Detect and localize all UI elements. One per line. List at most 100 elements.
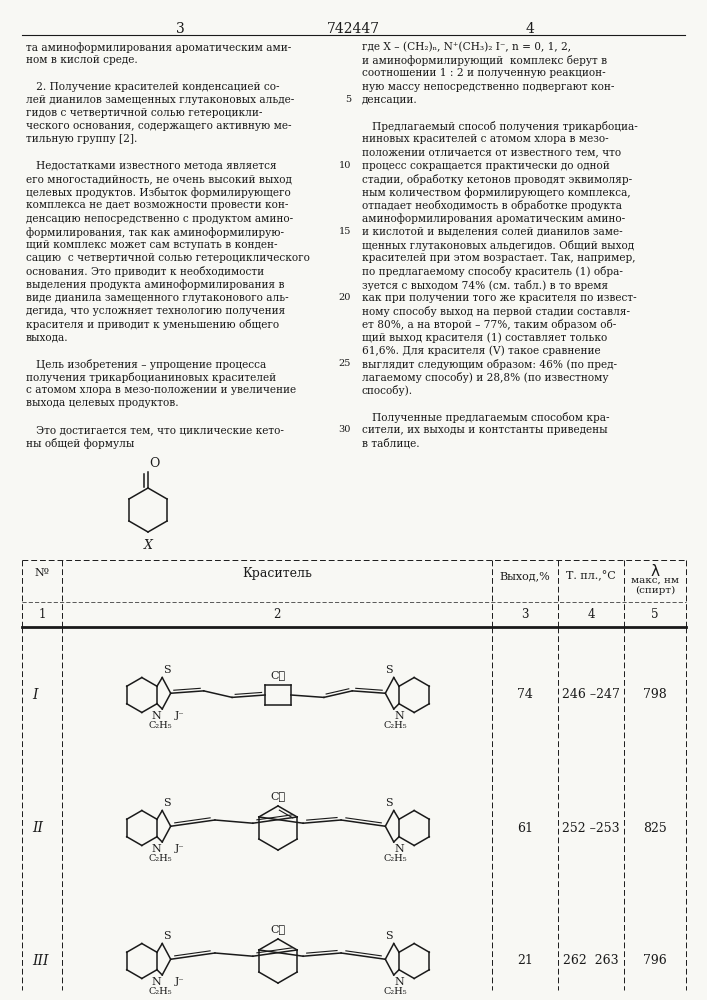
Text: денсацию непосредственно с продуктом амино-: денсацию непосредственно с продуктом ами… (26, 214, 293, 224)
Text: где X – (CH₂)ₙ, N⁺(CH₃)₂ I⁻, n = 0, 1, 2,: где X – (CH₂)ₙ, N⁺(CH₃)₂ I⁻, n = 0, 1, 2… (362, 42, 571, 52)
Text: выглядит следующим образом: 46% (по пред-: выглядит следующим образом: 46% (по пред… (362, 359, 617, 370)
Text: Cℓ: Cℓ (271, 670, 286, 680)
Text: комплекса не дает возможности провести кон-: комплекса не дает возможности провести к… (26, 200, 288, 210)
Text: C₂H₅: C₂H₅ (148, 854, 172, 863)
Text: положении отличается от известного тем, что: положении отличается от известного тем, … (362, 148, 621, 158)
Text: I: I (32, 688, 37, 702)
Text: Полученные предлагаемым способом кра-: Полученные предлагаемым способом кра- (362, 412, 609, 423)
Text: 21: 21 (517, 954, 533, 968)
Text: 246 –247: 246 –247 (562, 688, 620, 702)
Text: Nº: Nº (35, 568, 49, 578)
Text: N: N (151, 977, 161, 987)
Text: S: S (163, 798, 171, 808)
Text: 30: 30 (339, 425, 351, 434)
Text: процесс сокращается практически до одной: процесс сокращается практически до одной (362, 161, 609, 171)
Text: денсации.: денсации. (362, 95, 418, 105)
Text: ном в кислой среде.: ном в кислой среде. (26, 55, 138, 65)
Text: и кислотой и выделения солей дианилов заме-: и кислотой и выделения солей дианилов за… (362, 227, 623, 237)
Text: получения трикарбоцианиновых красителей: получения трикарбоцианиновых красителей (26, 372, 276, 383)
Text: 61: 61 (517, 822, 533, 834)
Text: J⁻: J⁻ (175, 977, 185, 986)
Text: λ: λ (650, 564, 660, 578)
Text: выделения продукта аминоформилирования в: выделения продукта аминоформилирования в (26, 280, 284, 290)
Text: Недостатками известного метода является: Недостатками известного метода является (26, 161, 276, 171)
Text: Предлагаемый способ получения трикарбоциа-: Предлагаемый способ получения трикарбоци… (362, 121, 638, 132)
Text: C₂H₅: C₂H₅ (384, 987, 408, 996)
Text: C₂H₅: C₂H₅ (148, 987, 172, 996)
Text: 74: 74 (517, 688, 533, 702)
Text: 2: 2 (274, 608, 281, 621)
Text: 252 –253: 252 –253 (562, 822, 620, 834)
Text: ны общей формулы: ны общей формулы (26, 438, 134, 449)
Text: Цель изобретения – упрощение процесса: Цель изобретения – упрощение процесса (26, 359, 267, 370)
Text: S: S (163, 931, 171, 941)
Text: основания. Это приводит к необходимости: основания. Это приводит к необходимости (26, 266, 264, 277)
Text: S: S (385, 798, 393, 808)
Text: способу).: способу). (362, 385, 413, 396)
Text: S: S (385, 665, 393, 675)
Text: 825: 825 (643, 822, 667, 834)
Text: сацию  с четвертичной солью гетероциклического: сацию с четвертичной солью гетероцикличе… (26, 253, 310, 263)
Text: C₂H₅: C₂H₅ (384, 721, 408, 730)
Text: Т. пл.,°С: Т. пл.,°С (566, 571, 616, 581)
Text: отпадает необходимость в обработке продукта: отпадает необходимость в обработке проду… (362, 200, 622, 211)
Text: N: N (395, 977, 404, 987)
Text: ческого основания, содержащего активную ме-: ческого основания, содержащего активную … (26, 121, 291, 131)
Text: лагаемому способу) и 28,8% (по известному: лагаемому способу) и 28,8% (по известном… (362, 372, 609, 383)
Text: N: N (395, 711, 404, 721)
Text: ную массу непосредственно подвергают кон-: ную массу непосредственно подвергают кон… (362, 82, 614, 92)
Text: N: N (151, 711, 161, 721)
Text: 5: 5 (345, 95, 351, 104)
Text: 3: 3 (521, 608, 529, 621)
Text: дегида, что усложняет технологию получения: дегида, что усложняет технологию получен… (26, 306, 285, 316)
Text: (спирт): (спирт) (635, 585, 675, 595)
Text: 10: 10 (339, 161, 351, 170)
Text: формилирования, так как аминоформилирую-: формилирования, так как аминоформилирую- (26, 227, 284, 238)
Text: J⁻: J⁻ (175, 711, 185, 720)
Text: стадии, обработку кетонов проводят эквимоляр-: стадии, обработку кетонов проводят эквим… (362, 174, 632, 185)
Text: соотношении 1 : 2 и полученную реакцион-: соотношении 1 : 2 и полученную реакцион- (362, 68, 606, 78)
Text: виде дианила замещенного глутаконового аль-: виде дианила замещенного глутаконового а… (26, 293, 288, 303)
Text: ному способу выход на первой стадии составля-: ному способу выход на первой стадии сост… (362, 306, 630, 317)
Text: щий комплекс может сам вступать в конден-: щий комплекс может сам вступать в конден… (26, 240, 278, 250)
Text: Краситель: Краситель (242, 566, 312, 580)
Text: N: N (151, 844, 161, 854)
Text: 798: 798 (643, 688, 667, 702)
Text: 2. Получение красителей конденсацией со-: 2. Получение красителей конденсацией со- (26, 82, 279, 92)
Text: 262  263: 262 263 (563, 954, 619, 968)
Text: по предлагаемому способу краситель (1) обра-: по предлагаемому способу краситель (1) о… (362, 266, 623, 277)
Text: макс, нм: макс, нм (631, 576, 679, 584)
Text: выхода целевых продуктов.: выхода целевых продуктов. (26, 398, 179, 408)
Text: ниновых красителей с атомом хлора в мезо-: ниновых красителей с атомом хлора в мезо… (362, 134, 609, 144)
Text: J⁻: J⁻ (175, 844, 185, 853)
Text: 20: 20 (339, 293, 351, 302)
Text: щенных глутаконовых альдегидов. Общий выход: щенных глутаконовых альдегидов. Общий вы… (362, 240, 634, 251)
Text: 3: 3 (175, 22, 185, 36)
Text: Cℓ: Cℓ (271, 924, 286, 934)
Text: II: II (32, 821, 43, 835)
Text: 796: 796 (643, 954, 667, 968)
Text: красителя и приводит к уменьшению общего: красителя и приводит к уменьшению общего (26, 319, 279, 330)
Text: C₂H₅: C₂H₅ (384, 854, 408, 863)
Text: в таблице.: в таблице. (362, 438, 420, 448)
Text: 4: 4 (525, 22, 534, 36)
Text: 61,6%. Для красителя (V) такое сравнение: 61,6%. Для красителя (V) такое сравнение (362, 346, 601, 356)
Text: та аминоформилирования ароматическим ами-: та аминоформилирования ароматическим ами… (26, 42, 291, 53)
Text: выхода.: выхода. (26, 332, 69, 342)
Text: аминоформилирования ароматическим амино-: аминоформилирования ароматическим амино- (362, 214, 625, 224)
Text: 1: 1 (38, 608, 46, 621)
Text: зуется с выходом 74% (см. табл.) в то время: зуется с выходом 74% (см. табл.) в то вр… (362, 280, 608, 291)
Text: S: S (163, 665, 171, 675)
Text: 742447: 742447 (327, 22, 380, 36)
Text: красителей при этом возрастает. Так, например,: красителей при этом возрастает. Так, нап… (362, 253, 636, 263)
Text: щий выход красителя (1) составляет только: щий выход красителя (1) составляет тольк… (362, 332, 607, 343)
Text: 5: 5 (651, 608, 659, 621)
Text: N: N (395, 844, 404, 854)
Text: с атомом хлора в мезо-положении и увеличение: с атомом хлора в мезо-положении и увелич… (26, 385, 296, 395)
Text: ным количеством формилирующего комплекса,: ным количеством формилирующего комплекса… (362, 187, 631, 198)
Text: S: S (385, 931, 393, 941)
Text: 25: 25 (339, 359, 351, 368)
Text: 15: 15 (339, 227, 351, 236)
Text: гидов с четвертичной солью гетероцикли-: гидов с четвертичной солью гетероцикли- (26, 108, 262, 118)
Text: ет 80%, а на второй – 77%, таким образом об-: ет 80%, а на второй – 77%, таким образом… (362, 319, 617, 330)
